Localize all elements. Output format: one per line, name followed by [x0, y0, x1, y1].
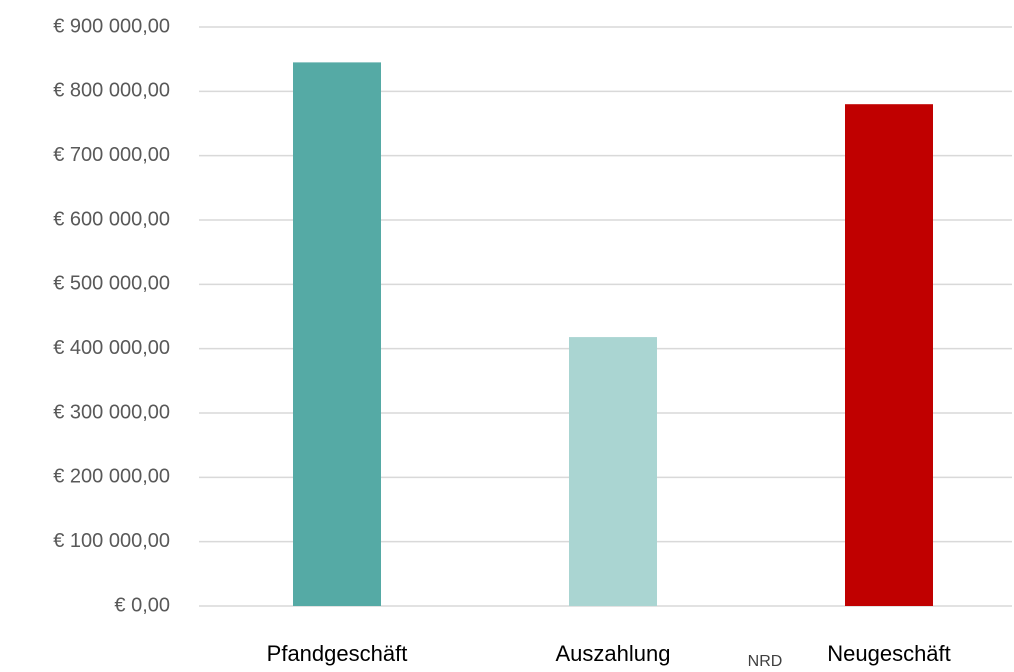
- y-tick-label: € 400 000,00: [53, 337, 170, 359]
- bar: [569, 337, 657, 606]
- y-tick-label: € 300 000,00: [53, 401, 170, 423]
- y-tick-label: € 700 000,00: [53, 144, 170, 166]
- y-tick-label: € 0,00: [114, 594, 170, 616]
- x-axis-title: NRD: [748, 653, 783, 670]
- y-tick-label: € 200 000,00: [53, 466, 170, 488]
- x-tick-label: Neugeschäft: [827, 641, 951, 666]
- y-tick-label: € 800 000,00: [53, 80, 170, 102]
- y-tick-label: € 500 000,00: [53, 273, 170, 295]
- y-tick-label: € 600 000,00: [53, 208, 170, 230]
- y-tick-label: € 900 000,00: [53, 15, 170, 37]
- bar: [293, 62, 381, 606]
- x-tick-label: Pfandgeschäft: [267, 641, 408, 666]
- y-tick-label: € 100 000,00: [53, 530, 170, 552]
- bar: [845, 104, 933, 606]
- x-tick-label: Auszahlung: [556, 641, 671, 666]
